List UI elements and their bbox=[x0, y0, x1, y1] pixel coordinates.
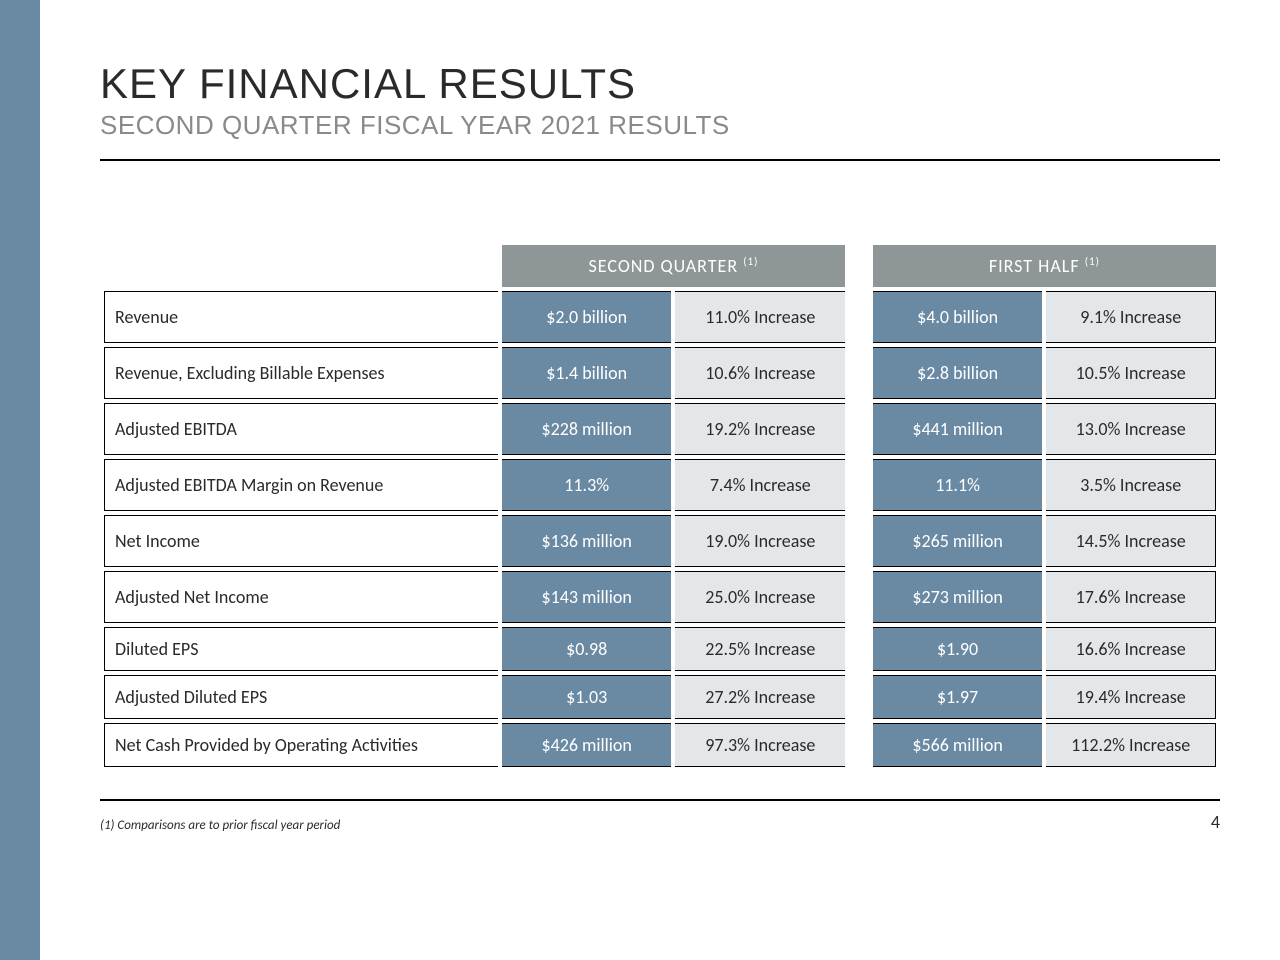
metric-cell: Adjusted Net Income bbox=[104, 571, 498, 623]
gap-cell bbox=[849, 459, 869, 511]
q2-value-cell: $426 million bbox=[502, 723, 672, 767]
q2-value-cell: $143 million bbox=[502, 571, 672, 623]
h1-value-cell: $2.8 billion bbox=[873, 347, 1043, 399]
metric-cell: Net Income bbox=[104, 515, 498, 567]
h1-change-cell: 16.6% Increase bbox=[1046, 627, 1216, 671]
table-header-row: SECOND QUARTER (1) FIRST HALF (1) bbox=[104, 245, 1216, 287]
footer: (1) Comparisons are to prior fiscal year… bbox=[100, 811, 1220, 833]
table-row: Net Income$136 million19.0% Increase $265… bbox=[104, 515, 1216, 567]
h1-change-cell: 17.6% Increase bbox=[1046, 571, 1216, 623]
q2-value-cell: $1.03 bbox=[502, 675, 672, 719]
table-row: Revenue$2.0 billion11.0% Increase $4.0 bi… bbox=[104, 291, 1216, 343]
gap-cell bbox=[849, 347, 869, 399]
header-h1-sup: (1) bbox=[1085, 255, 1100, 268]
financial-table-wrap: SECOND QUARTER (1) FIRST HALF (1) Revenu… bbox=[100, 241, 1220, 771]
h1-value-cell: $265 million bbox=[873, 515, 1043, 567]
q2-value-cell: 11.3% bbox=[502, 459, 672, 511]
header-first-half: FIRST HALF (1) bbox=[873, 245, 1216, 287]
metric-cell: Revenue, Excluding Billable Expenses bbox=[104, 347, 498, 399]
table-row: Adjusted EBITDA Margin on Revenue11.3%7.… bbox=[104, 459, 1216, 511]
table-row: Adjusted EBITDA$228 million19.2% Increas… bbox=[104, 403, 1216, 455]
h1-value-cell: $566 million bbox=[873, 723, 1043, 767]
h1-value-cell: $4.0 billion bbox=[873, 291, 1043, 343]
table-row: Net Cash Provided by Operating Activitie… bbox=[104, 723, 1216, 767]
gap-cell bbox=[849, 515, 869, 567]
metric-cell: Revenue bbox=[104, 291, 498, 343]
q2-change-cell: 27.2% Increase bbox=[675, 675, 845, 719]
header-q2-label: SECOND QUARTER bbox=[589, 255, 739, 277]
q2-change-cell: 10.6% Increase bbox=[675, 347, 845, 399]
h1-change-cell: 10.5% Increase bbox=[1046, 347, 1216, 399]
q2-change-cell: 7.4% Increase bbox=[675, 459, 845, 511]
gap-cell bbox=[849, 291, 869, 343]
divider-top bbox=[100, 159, 1220, 161]
page-number: 4 bbox=[1211, 811, 1220, 833]
h1-change-cell: 112.2% Increase bbox=[1046, 723, 1216, 767]
metric-cell: Net Cash Provided by Operating Activitie… bbox=[104, 723, 498, 767]
table-row: Diluted EPS$0.9822.5% Increase $1.9016.6%… bbox=[104, 627, 1216, 671]
q2-change-cell: 19.2% Increase bbox=[675, 403, 845, 455]
header-blank bbox=[104, 245, 498, 287]
h1-change-cell: 13.0% Increase bbox=[1046, 403, 1216, 455]
table-row: Adjusted Net Income$143 million25.0% Inc… bbox=[104, 571, 1216, 623]
h1-change-cell: 19.4% Increase bbox=[1046, 675, 1216, 719]
table-row: Adjusted Diluted EPS$1.0327.2% Increase $… bbox=[104, 675, 1216, 719]
slide-subtitle: SECOND QUARTER FISCAL YEAR 2021 RESULTS bbox=[100, 110, 1220, 141]
q2-change-cell: 19.0% Increase bbox=[675, 515, 845, 567]
slide-content: KEY FINANCIAL RESULTS SECOND QUARTER FIS… bbox=[40, 0, 1280, 960]
gap-cell bbox=[849, 723, 869, 767]
h1-value-cell: $441 million bbox=[873, 403, 1043, 455]
metric-cell: Adjusted EBITDA Margin on Revenue bbox=[104, 459, 498, 511]
h1-change-cell: 3.5% Increase bbox=[1046, 459, 1216, 511]
header-q2-sup: (1) bbox=[743, 255, 758, 268]
q2-value-cell: $2.0 billion bbox=[502, 291, 672, 343]
header-second-quarter: SECOND QUARTER (1) bbox=[502, 245, 845, 287]
header-h1-label: FIRST HALF bbox=[989, 255, 1080, 277]
divider-bottom bbox=[100, 799, 1220, 801]
gap-cell bbox=[849, 627, 869, 671]
financial-table: SECOND QUARTER (1) FIRST HALF (1) Revenu… bbox=[100, 241, 1220, 771]
q2-value-cell: $1.4 billion bbox=[502, 347, 672, 399]
q2-value-cell: $0.98 bbox=[502, 627, 672, 671]
h1-value-cell: $1.90 bbox=[873, 627, 1043, 671]
h1-value-cell: $1.97 bbox=[873, 675, 1043, 719]
footnote: (1) Comparisons are to prior fiscal year… bbox=[100, 818, 340, 833]
gap-cell bbox=[849, 675, 869, 719]
q2-change-cell: 97.3% Increase bbox=[675, 723, 845, 767]
metric-cell: Diluted EPS bbox=[104, 627, 498, 671]
h1-value-cell: $273 million bbox=[873, 571, 1043, 623]
left-accent-bar bbox=[0, 0, 40, 960]
h1-value-cell: 11.1% bbox=[873, 459, 1043, 511]
gap-cell bbox=[849, 571, 869, 623]
header-gap bbox=[849, 245, 869, 287]
table-row: Revenue, Excluding Billable Expenses$1.4… bbox=[104, 347, 1216, 399]
h1-change-cell: 14.5% Increase bbox=[1046, 515, 1216, 567]
slide-title: KEY FINANCIAL RESULTS bbox=[100, 60, 1220, 108]
h1-change-cell: 9.1% Increase bbox=[1046, 291, 1216, 343]
q2-change-cell: 25.0% Increase bbox=[675, 571, 845, 623]
q2-value-cell: $136 million bbox=[502, 515, 672, 567]
q2-change-cell: 11.0% Increase bbox=[675, 291, 845, 343]
metric-cell: Adjusted Diluted EPS bbox=[104, 675, 498, 719]
metric-cell: Adjusted EBITDA bbox=[104, 403, 498, 455]
q2-value-cell: $228 million bbox=[502, 403, 672, 455]
gap-cell bbox=[849, 403, 869, 455]
q2-change-cell: 22.5% Increase bbox=[675, 627, 845, 671]
